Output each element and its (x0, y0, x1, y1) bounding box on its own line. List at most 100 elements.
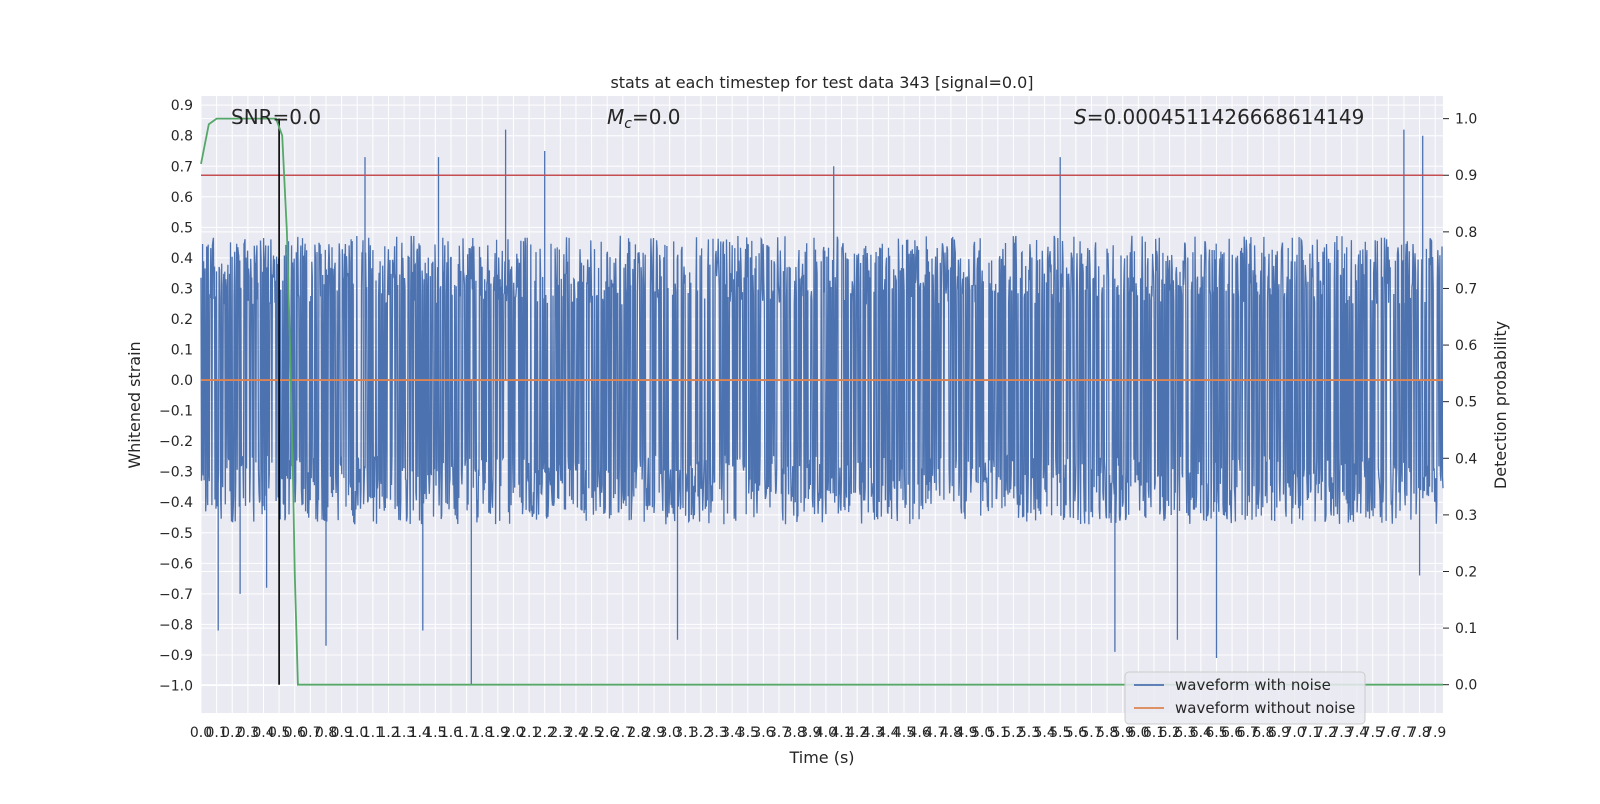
s-value: =0.0004511426668614149 (1087, 105, 1365, 129)
x-tick-label: 0.9 (330, 725, 352, 741)
y-tick-label: −0.2 (159, 434, 193, 450)
x-tick-label: 5.3 (1018, 725, 1040, 741)
x-tick-label: 0.5 (268, 725, 290, 741)
x-tick-label: 6.1 (1143, 725, 1165, 741)
x-tick-label: 4.3 (862, 725, 884, 741)
x-tick-label: 2.4 (565, 725, 587, 741)
x-tick-label: 3.2 (690, 725, 712, 741)
y-tick-label: 0.9 (171, 98, 193, 114)
x-tick-label: 1.2 (377, 725, 399, 741)
chirp-mass-annotation: Mc=0.0 (607, 105, 681, 132)
y-right-tick-label: 0.9 (1455, 168, 1477, 184)
x-tick-label: 6.6 (1221, 725, 1243, 741)
x-tick-label: 4.6 (909, 725, 931, 741)
x-tick-label: 2.9 (643, 725, 665, 741)
y-tick-label: −0.3 (159, 465, 193, 481)
s-symbol: S (1074, 105, 1087, 129)
x-tick-label: 7.6 (1377, 725, 1399, 741)
legend-box (1124, 671, 1366, 725)
y-tick-label: 0.5 (171, 220, 193, 236)
x-tick-label: 2.3 (549, 725, 571, 741)
y-right-tick-label: 0.1 (1455, 621, 1477, 637)
x-tick-label: 3.1 (674, 725, 696, 741)
y-tick-label: 0.8 (171, 129, 193, 145)
x-tick-label: 6.3 (1174, 725, 1196, 741)
y-axis-label: Whitened strain (125, 341, 144, 468)
y-right-tick-label: 0.6 (1455, 338, 1477, 354)
x-tick-label: 2.1 (518, 725, 540, 741)
x-tick-label: 0.8 (315, 725, 337, 741)
x-tick-label: 2.0 (502, 725, 524, 741)
x-tick-label: 5.0 (971, 725, 993, 741)
x-tick-label: 6.2 (1158, 725, 1180, 741)
y-right-axis-label: Detection probability (1491, 321, 1510, 489)
x-tick-label: 7.9 (1424, 725, 1446, 741)
y-tick-label: 0.4 (171, 251, 193, 267)
y-right-tick-label: 0.3 (1455, 508, 1477, 524)
x-tick-label: 1.6 (440, 725, 462, 741)
s-annotation: S=0.0004511426668614149 (1074, 105, 1364, 129)
x-tick-label: 0.1 (205, 725, 227, 741)
x-tick-label: 7.2 (1315, 725, 1337, 741)
x-tick-label: 1.3 (393, 725, 415, 741)
x-tick-label: 2.5 (580, 725, 602, 741)
x-tick-label: 5.4 (1033, 725, 1055, 741)
x-tick-label: 4.0 (815, 725, 837, 741)
x-tick-label: 6.5 (1205, 725, 1227, 741)
x-tick-label: 4.7 (924, 725, 946, 741)
x-tick-label: 7.1 (1299, 725, 1321, 741)
chart-title: stats at each timestep for test data 343… (610, 73, 1033, 92)
x-tick-label: 6.4 (1190, 725, 1212, 741)
x-tick-label: 7.4 (1346, 725, 1368, 741)
x-tick-label: 5.7 (1080, 725, 1102, 741)
x-tick-label: 3.0 (659, 725, 681, 741)
x-tick-label: 3.5 (737, 725, 759, 741)
x-tick-label: 1.5 (424, 725, 446, 741)
y-tick-label: −0.8 (159, 617, 193, 633)
detection-probability-series (200, 117, 1443, 686)
y-tick-labels: 0.9 0.8 0.7 0.6 0.5 0.4 0.3 0.2 0.1 0.0 −0.1 −0.2 −0… (159, 98, 193, 694)
x-tick-label: 3.7 (768, 725, 790, 741)
x-tick-label: 2.6 (596, 725, 618, 741)
y-right-tick-label: 0.7 (1455, 281, 1477, 297)
x-tick-label: 0.7 (299, 725, 321, 741)
x-tick-label: 7.8 (1408, 725, 1430, 741)
x-tick-label: 2.8 (627, 725, 649, 741)
y-tick-label: 0.3 (171, 281, 193, 297)
y-tick-label: 0.7 (171, 159, 193, 175)
x-tick-label: 5.2 (1002, 725, 1024, 741)
x-tick-label: 0.2 (221, 725, 243, 741)
x-tick-label: 3.3 (705, 725, 727, 741)
x-tick-label: 0.3 (237, 725, 259, 741)
x-axis-label: Time (s) (788, 748, 854, 767)
x-tick-label: 1.9 (487, 725, 509, 741)
x-tick-label: 0.0 (190, 725, 212, 741)
x-tick-label: 5.6 (1065, 725, 1087, 741)
y-tick-label: −0.7 (159, 587, 193, 603)
chirp-mass-subscript: c (624, 116, 632, 132)
x-tick-label: 1.0 (346, 725, 368, 741)
y-right-tick-label: 0.2 (1455, 564, 1477, 580)
legend-label-noise: waveform with noise (1175, 676, 1331, 694)
y-tick-label: 0.0 (171, 373, 193, 389)
x-tick-labels: 0.00.10.20.30.40.50.60.70.80.91.01.11.21… (190, 725, 1446, 741)
y-tick-label: −0.1 (159, 404, 193, 420)
y-tick-label: −0.5 (159, 526, 193, 542)
x-tick-label: 4.5 (893, 725, 915, 741)
x-tick-label: 2.2 (534, 725, 556, 741)
x-tick-label: 5.9 (1112, 725, 1134, 741)
x-tick-label: 5.8 (1096, 725, 1118, 741)
y-tick-label: 0.2 (171, 312, 193, 328)
x-tick-label: 6.8 (1252, 725, 1274, 741)
detection-probability-line (200, 117, 1443, 686)
x-tick-label: 6.9 (1268, 725, 1290, 741)
x-tick-label: 3.6 (752, 725, 774, 741)
x-tick-label: 6.7 (1237, 725, 1259, 741)
x-tick-label: 1.4 (409, 725, 431, 741)
y-right-tick-label: 0.4 (1455, 451, 1477, 467)
x-tick-label: 5.5 (1049, 725, 1071, 741)
y-tick-label: −0.6 (159, 556, 193, 572)
y-right-tick-label: 0.0 (1455, 678, 1477, 694)
